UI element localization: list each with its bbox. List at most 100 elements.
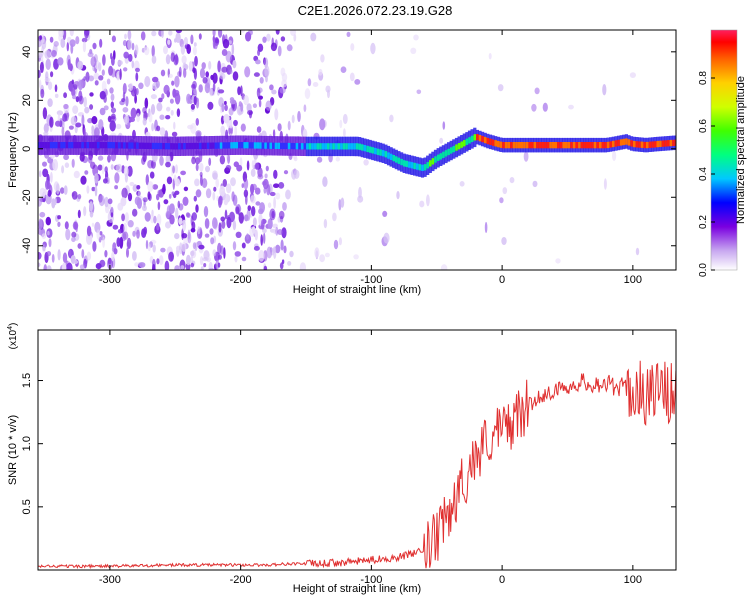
spectrogram-noise-cell [101,69,105,76]
spectrogram-noise-cell [91,125,95,133]
spectrogram-ridge [38,127,676,178]
ridge-core-cell [429,160,432,167]
spectrogram-noise-cell [283,245,287,254]
spectrogram-noise-cell [103,105,109,111]
spectrogram-noise-cell [357,195,364,203]
spectrogram-noise-cell [289,250,294,258]
snr-y-label: SNR (10 * v/v) [7,415,19,485]
spectrogram-noise-cell [239,157,243,168]
spectrogram-noise-cell [150,94,157,100]
spectrogram-noise-cell [42,168,49,178]
spectrogram-noise-cell [38,170,42,178]
ridge-core-cell [248,142,252,149]
ridge-core-cell [123,142,126,149]
ridge-core-cell [395,156,398,163]
ridge-core-cell [436,154,440,161]
spectrogram-noise-cell [212,191,216,201]
spectrogram-x-tick-label: -100 [360,274,382,286]
spectrogram-noise-cell [221,66,228,73]
spectrogram-noise-cell [48,238,52,248]
spectrogram-noise-cell [225,164,232,172]
spectrogram-noise-cell [98,119,104,130]
spectrogram-noise-cell [555,258,561,264]
ridge-core-cell [164,143,168,150]
spectrogram-noise-cell [72,94,77,100]
spectrogram-noise-cell [210,237,215,245]
ridge-core-cell [212,142,215,149]
spectrogram-noise-cell [282,202,287,211]
spectrogram-noise-cell [116,237,121,248]
snr-series [38,360,676,570]
ridge-core-cell [348,143,351,150]
spectrogram-noise-cell [241,242,246,249]
ridge-core-cell [300,143,304,150]
spectrogram-noise-cell [275,192,281,200]
ridge-core-cell [102,142,105,149]
ridge-core-cell [65,142,69,149]
spectrogram-noise-cell [119,236,124,249]
spectrogram-y-tick-label: 0 [21,146,33,152]
spectrogram-noise-cell [199,171,203,177]
ridge-core-cell [340,143,343,150]
ridge-core-cell [44,142,48,149]
spectrogram-noise-cell [87,51,94,58]
spectrogram-noise-cell [77,193,82,200]
ridge-core-cell [128,142,131,149]
spectrogram-noise-cell [192,67,196,74]
spectrogram-noise-cell [160,69,166,77]
ridge-core-cell [520,142,524,149]
spectrogram-noise-cell [131,60,135,69]
spectrogram-noise-cell [217,89,225,94]
spectrogram-noise-cell [61,165,65,174]
spectrogram-noise-cell [145,174,149,186]
spectrogram-noise-cell [83,127,86,138]
ridge-core-cell [384,151,388,158]
spectrogram-noise-cell [115,123,122,130]
spectrogram-noise-cell [207,101,214,110]
spectrogram-noise-cell [199,162,204,172]
ridge-core-cell [578,142,581,149]
ridge-core-cell [91,142,95,149]
spectrogram-noise-cell [141,156,146,165]
ridge-core-cell [180,143,184,150]
ridge-core-cell [138,142,142,149]
spectrogram-noise-cell [307,78,312,87]
spectrogram-noise-cell [258,99,262,108]
spectrogram-noise-cell [114,185,118,190]
spectrogram-noise-cell [277,123,282,132]
ridge-core-cell [285,142,288,150]
spectrogram-noise-cell [212,35,215,43]
spectrogram-noise-cell [39,61,44,74]
snr-frame [37,329,677,571]
ridge-core-cell [81,142,84,149]
spectrogram-noise-cell [257,43,264,52]
spectrogram-noise-cell [183,37,188,46]
spectrogram-noise-cell [94,185,98,197]
spectrogram-noise-cell [39,79,42,89]
spectrogram-noise-cell [49,36,54,43]
spectrogram-noise-cell [55,120,61,127]
spectrogram-noise-cell [568,104,574,110]
ridge-core-cell [504,142,508,149]
spectrogram-noise-cell [152,76,159,83]
spectrogram-noise-cell [47,98,53,107]
spectrogram-noise-cell [66,262,73,270]
spectrogram-noise-cell [135,72,139,82]
ridge-core-cell [120,142,124,149]
spectrogram-noise-cell [50,71,54,78]
ridge-core-cell [593,142,597,149]
spectrogram-noise-cell [180,265,185,270]
snr-y-tick-label: 1.5 [21,373,33,388]
ridge-core-cell [499,141,503,148]
spectrogram-noise-cell [43,264,48,270]
spectrogram-noise-cell [212,30,216,37]
ridge-core-cell [151,142,155,150]
spectrogram-noise-cell [75,122,82,128]
spectrogram-noise-cell [123,51,129,59]
ridge-core-cell [146,142,150,149]
spectrogram-noise-cell [75,96,80,103]
spectrogram-noise-cell [240,85,243,97]
spectrogram-noise-cell [63,154,69,161]
ridge-core-cell [232,142,236,149]
ridge-core-cell [353,143,356,150]
